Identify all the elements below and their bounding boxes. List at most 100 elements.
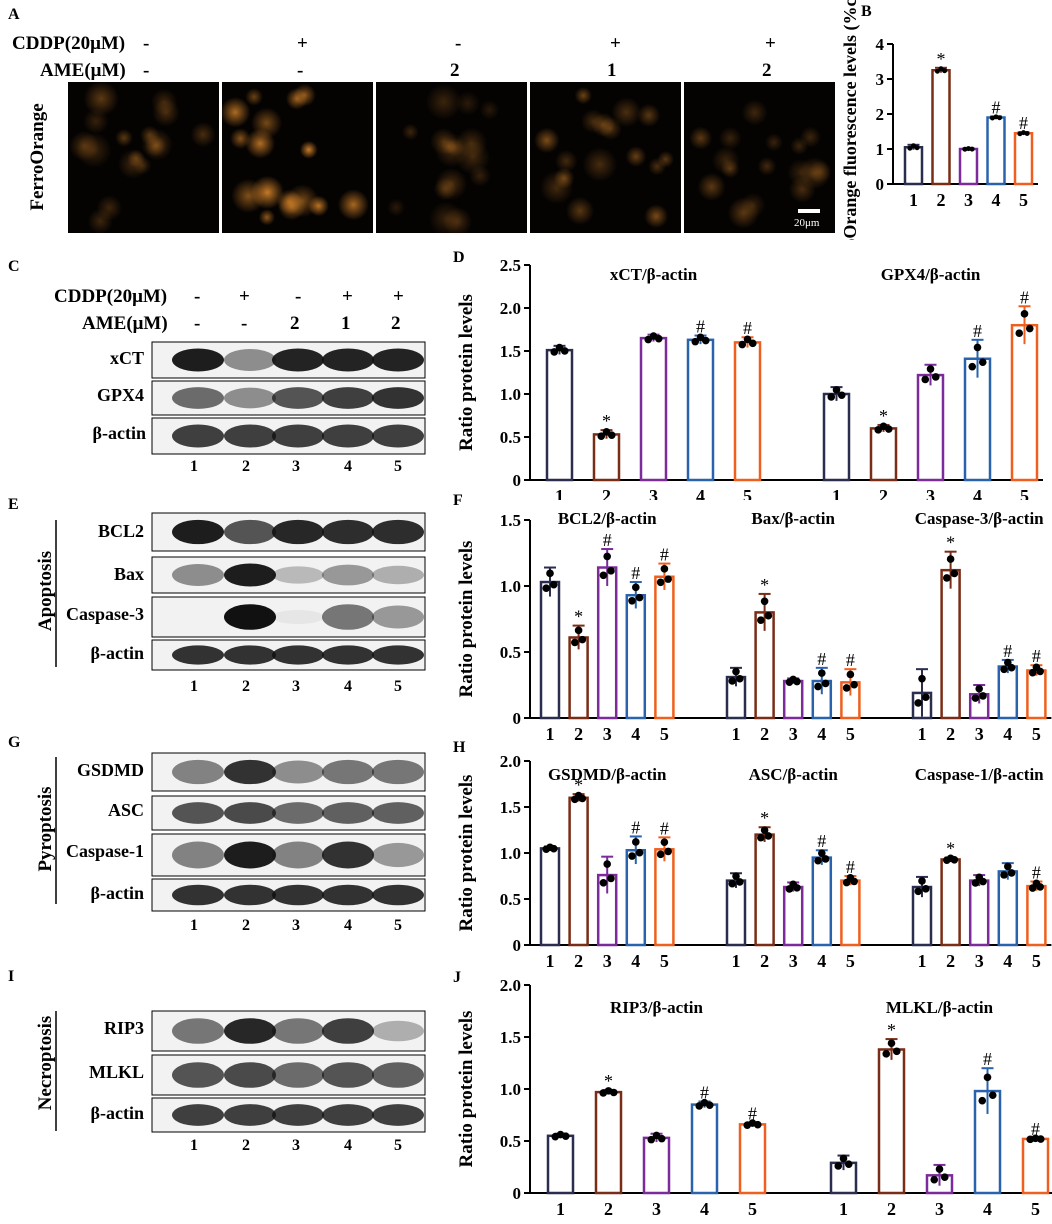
data-point bbox=[607, 567, 615, 575]
group-title: BCL2/β-actin bbox=[558, 509, 657, 528]
x-tick-label: 2 bbox=[879, 486, 888, 500]
panel-e-label: E bbox=[8, 496, 19, 513]
x-tick-label: 4 bbox=[696, 486, 705, 500]
bar bbox=[940, 568, 961, 720]
significance-star: * bbox=[887, 1020, 896, 1040]
x-tick-label: 2 bbox=[602, 486, 611, 500]
significance-hash: # bbox=[846, 857, 855, 877]
bar bbox=[654, 848, 675, 947]
ame-value: - bbox=[143, 60, 150, 81]
data-point bbox=[607, 874, 615, 883]
data-point bbox=[732, 872, 740, 880]
significance-hash: # bbox=[748, 1103, 757, 1123]
blot-band bbox=[322, 841, 374, 869]
significance-hash: # bbox=[660, 545, 669, 565]
data-point bbox=[753, 1120, 762, 1129]
x-tick-label: 5 bbox=[748, 1199, 757, 1219]
blot-band bbox=[272, 645, 324, 665]
data-point bbox=[918, 877, 926, 885]
significance-star: * bbox=[602, 411, 611, 431]
chart-j: J Ratio protein levels 0 0.5 1.0 1.5 2.0 RIP3/β… bbox=[450, 965, 1052, 1219]
blot-label: β-actin bbox=[90, 1103, 144, 1123]
blot-band bbox=[372, 387, 424, 409]
bar bbox=[1013, 132, 1034, 186]
blot-band bbox=[372, 1020, 424, 1042]
bar bbox=[986, 116, 1006, 186]
blot-band bbox=[224, 1062, 276, 1088]
cell-signal bbox=[83, 108, 109, 134]
cell-signal bbox=[285, 184, 319, 218]
cell-signal bbox=[337, 189, 369, 221]
data-point bbox=[738, 340, 747, 349]
cell-signal bbox=[387, 198, 405, 217]
data-point bbox=[971, 879, 980, 887]
data-point bbox=[760, 826, 769, 834]
blot-band bbox=[272, 1018, 324, 1044]
data-point bbox=[942, 68, 948, 74]
cell-signal bbox=[96, 195, 122, 221]
cell-signal bbox=[625, 146, 647, 167]
bar bbox=[931, 69, 951, 186]
data-point bbox=[560, 347, 569, 355]
ame-value: - bbox=[194, 313, 201, 334]
lane-number: 1 bbox=[190, 678, 198, 695]
bar bbox=[546, 1134, 575, 1195]
cddp-row-label: CDDP(20μM) bbox=[12, 33, 126, 54]
blot-strip bbox=[151, 556, 426, 594]
bar bbox=[568, 636, 589, 720]
ame-value: 2 bbox=[450, 60, 460, 81]
x-tick-label: 2 bbox=[574, 724, 583, 744]
x-tick-label: 4 bbox=[700, 1199, 709, 1219]
bar bbox=[968, 879, 990, 947]
blot-band bbox=[224, 424, 276, 448]
blot-band bbox=[172, 759, 224, 785]
cddp-value: + bbox=[610, 33, 621, 54]
cell-signal bbox=[648, 157, 666, 176]
lane-number: 5 bbox=[394, 917, 402, 934]
x-tick-label: 2 bbox=[937, 190, 946, 210]
blot-label: RIP3 bbox=[104, 1018, 144, 1038]
significance-hash: # bbox=[817, 649, 826, 669]
lane-number: 1 bbox=[190, 458, 198, 475]
blot-band bbox=[322, 424, 374, 448]
data-point bbox=[760, 597, 769, 606]
bar bbox=[958, 147, 979, 186]
data-point bbox=[603, 860, 611, 868]
data-point bbox=[834, 1162, 843, 1170]
cell-signal bbox=[582, 147, 617, 182]
x-tick-label: 4 bbox=[992, 190, 1001, 210]
data-point bbox=[950, 569, 959, 578]
western-blots: 1 2 3 4 5 1 2 3 4 5 1 2 3 4 5 1 2 3 4 5 bbox=[55, 341, 426, 1154]
y-tick-label: 1.0 bbox=[500, 385, 521, 404]
data-point bbox=[821, 855, 830, 863]
data-point bbox=[664, 575, 672, 583]
data-point bbox=[607, 431, 616, 439]
data-point bbox=[542, 584, 551, 592]
y-tick-label: 0 bbox=[513, 1184, 522, 1203]
data-point bbox=[821, 679, 830, 688]
cddp-value: - bbox=[143, 33, 150, 54]
x-tick-label: 5 bbox=[743, 486, 752, 500]
bar bbox=[654, 575, 675, 720]
data-point bbox=[578, 794, 587, 803]
data-point bbox=[907, 145, 913, 151]
blot-band bbox=[272, 387, 324, 409]
lane-number: 5 bbox=[394, 458, 402, 475]
cell-signal bbox=[69, 131, 100, 161]
group-title: Caspase-3/β-actin bbox=[915, 509, 1044, 528]
y-tick-label: 1.0 bbox=[500, 1080, 521, 1099]
cell-signal bbox=[765, 133, 783, 152]
x-tick-label: 4 bbox=[1003, 951, 1012, 971]
blot-band bbox=[322, 387, 374, 409]
x-tick-label: 2 bbox=[760, 951, 769, 971]
cell-signal bbox=[574, 86, 592, 105]
blot-band bbox=[224, 1018, 276, 1044]
cell-signal bbox=[540, 170, 574, 204]
blot-band bbox=[272, 424, 324, 448]
x-tick-label: 1 bbox=[732, 724, 741, 744]
bar bbox=[877, 1048, 906, 1195]
data-point bbox=[561, 1132, 570, 1140]
y-tick-label: 1.0 bbox=[500, 844, 521, 863]
data-point bbox=[846, 670, 855, 679]
data-point bbox=[914, 145, 920, 151]
